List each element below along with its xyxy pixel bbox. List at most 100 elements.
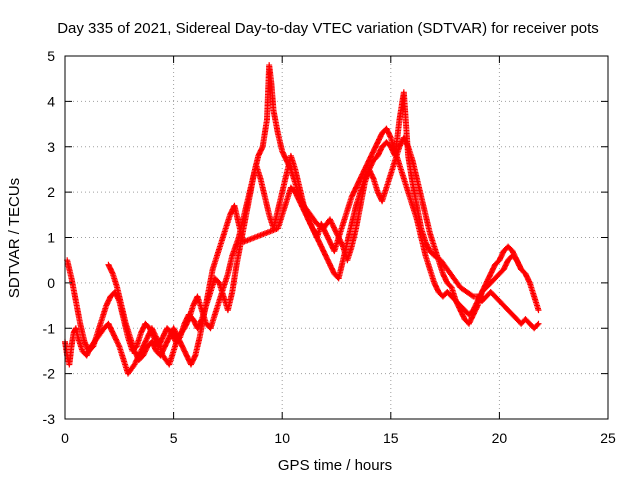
data-point [270, 82, 272, 84]
data-point [134, 364, 136, 366]
data-point [238, 223, 240, 225]
data-point [485, 295, 487, 297]
data-point [329, 218, 331, 220]
data-point [351, 223, 353, 225]
data-point [136, 345, 138, 347]
data-point [442, 295, 444, 297]
data-point [398, 119, 400, 121]
data-point [403, 91, 405, 93]
y-tick-label: 4 [47, 93, 55, 109]
data-point [481, 291, 483, 293]
data-points [62, 62, 542, 377]
data-point [429, 268, 431, 270]
data-point [485, 282, 487, 284]
data-point [490, 282, 492, 284]
data-point [468, 323, 470, 325]
data-point [346, 259, 348, 261]
data-point [385, 187, 387, 189]
y-tick-label: -3 [43, 411, 56, 427]
data-point [68, 364, 70, 366]
data-point [355, 205, 357, 207]
data-point [407, 146, 409, 148]
data-point [472, 314, 474, 316]
data-point [183, 323, 185, 325]
data-point [316, 237, 318, 238]
data-point [175, 341, 177, 343]
data-point [342, 259, 344, 261]
data-point [342, 223, 344, 225]
data-point [529, 282, 531, 284]
data-point [455, 300, 457, 302]
data-point [533, 327, 535, 329]
data-point [68, 268, 70, 270]
data-point [147, 336, 149, 338]
y-tick-label: -2 [43, 366, 56, 382]
data-point [299, 200, 301, 202]
data-point [524, 318, 526, 320]
data-point [225, 227, 227, 229]
data-point [438, 259, 440, 261]
data-point [464, 309, 466, 311]
data-point [494, 264, 496, 266]
data-point [290, 187, 292, 189]
data-point [216, 255, 218, 257]
data-point [294, 191, 296, 193]
data-point [372, 159, 374, 161]
data-point [503, 250, 505, 252]
data-point [268, 214, 270, 216]
data-point [336, 232, 337, 234]
axis-ticks: -3 -2 -1 0 1 2 3 4 5 0 5 10 15 20 25 [43, 48, 616, 446]
data-point [71, 345, 73, 347]
data-point [71, 277, 73, 279]
data-point [281, 191, 283, 193]
data-point [214, 314, 216, 316]
data-point [533, 295, 535, 297]
data-point [537, 309, 539, 311]
data-point [244, 218, 246, 220]
data-point [433, 246, 435, 248]
data-point [79, 323, 81, 325]
data-point [446, 268, 448, 270]
data-point [407, 191, 409, 193]
data-point [403, 178, 405, 180]
data-point [192, 305, 194, 307]
data-point [125, 323, 127, 325]
data-point [123, 359, 125, 361]
data-point [127, 373, 129, 375]
data-point [466, 291, 468, 293]
data-point [157, 345, 159, 347]
data-point [75, 327, 77, 329]
data-point [155, 350, 157, 352]
data-point [368, 168, 370, 170]
series-track-c [105, 134, 525, 368]
data-point [73, 332, 75, 334]
data-point [312, 227, 314, 229]
data-point [253, 173, 255, 175]
data-point [412, 159, 414, 161]
data-point [107, 264, 109, 266]
data-point [116, 286, 118, 288]
data-point [114, 291, 116, 293]
data-point [168, 336, 170, 338]
data-point [333, 273, 335, 275]
x-tick-label: 5 [170, 430, 178, 446]
data-point [212, 268, 214, 270]
data-point [233, 205, 235, 207]
data-point [97, 332, 99, 334]
data-point [205, 323, 207, 325]
data-point [390, 146, 392, 148]
x-tick-label: 10 [274, 430, 290, 446]
data-point [372, 150, 374, 152]
data-point [503, 268, 505, 270]
data-point [188, 314, 190, 316]
x-tick-label: 20 [492, 430, 508, 446]
data-point [338, 277, 340, 279]
data-point [494, 295, 496, 297]
data-point [110, 295, 112, 297]
data-point [162, 336, 164, 338]
data-point [105, 305, 107, 307]
data-point [277, 227, 279, 229]
data-point [138, 359, 140, 361]
data-point [262, 146, 264, 148]
data-point [286, 200, 288, 202]
